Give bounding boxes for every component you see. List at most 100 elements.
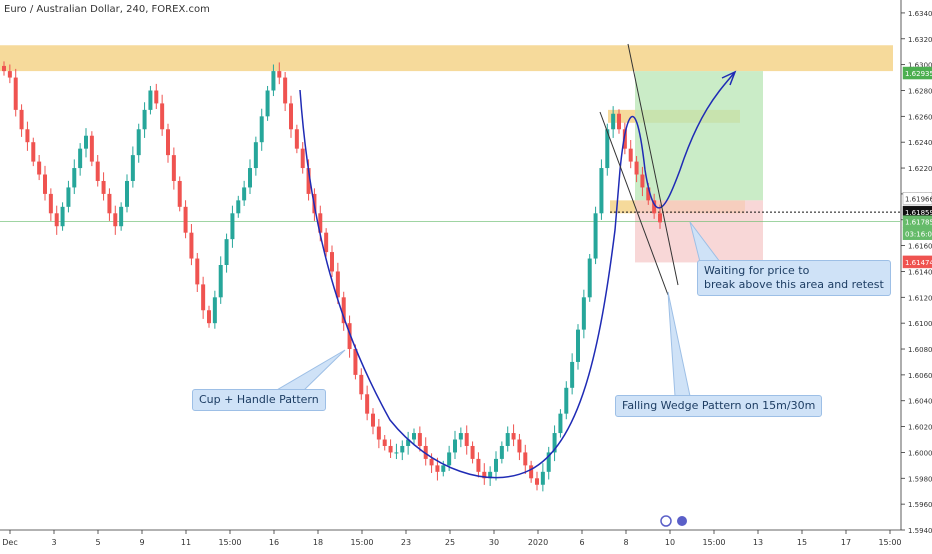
- candle-body: [652, 200, 657, 214]
- candle-body: [72, 168, 77, 188]
- candle-body: [171, 155, 176, 181]
- candle-body: [189, 232, 194, 259]
- candle-body: [248, 168, 252, 188]
- candle-body: [324, 232, 329, 253]
- time-tick-label: 10: [665, 538, 675, 547]
- price-badge-label: 1.61785: [905, 219, 932, 227]
- candle-body: [570, 361, 575, 388]
- cup-handle-label: Cup + Handle Pattern: [192, 389, 326, 411]
- waiting-label-line2: break above this area and retest: [704, 278, 884, 291]
- candle-body: [447, 452, 452, 466]
- price-tick-label: 1.63000: [908, 62, 932, 70]
- candle-body: [593, 213, 598, 259]
- candle-body: [25, 129, 30, 143]
- candle-body: [7, 71, 12, 78]
- candle-body: [84, 135, 88, 149]
- candle-body: [37, 161, 42, 175]
- candle-body: [371, 413, 375, 427]
- candle-body: [658, 213, 662, 223]
- price-badge-label: 1.61966: [905, 195, 932, 203]
- time-tick-label: 18: [313, 538, 323, 547]
- candle-body: [499, 445, 504, 459]
- candle-body: [581, 297, 586, 330]
- candle-body: [394, 452, 399, 454]
- candle-body: [148, 90, 153, 110]
- candle-body: [335, 271, 340, 298]
- candle-body: [417, 433, 422, 446]
- candle-body: [564, 387, 569, 414]
- candle-body: [458, 433, 463, 440]
- candle-body: [546, 452, 551, 472]
- time-tick-label: 8: [623, 538, 628, 547]
- candle-body: [142, 109, 147, 130]
- candle-body: [611, 113, 616, 130]
- time-tick-label: 17: [841, 538, 851, 547]
- candle-body: [212, 297, 217, 324]
- candle-body: [154, 90, 159, 104]
- candle-body: [441, 465, 446, 472]
- candle-body: [107, 193, 112, 214]
- candle-body: [388, 445, 393, 453]
- time-tick-label: 9: [139, 538, 144, 547]
- price-tick-label: 1.60200: [908, 424, 932, 432]
- price-tick-label: 1.62600: [908, 113, 932, 121]
- wedge-callout-pointer: [667, 291, 691, 397]
- candle-body: [54, 213, 59, 227]
- candle-body: [552, 433, 557, 453]
- candle-body: [160, 103, 165, 130]
- candle-body: [634, 161, 639, 175]
- time-tick-label: 16: [269, 538, 279, 547]
- time-tick-label: 15:00: [878, 538, 901, 547]
- time-tick-label: 23: [401, 538, 411, 547]
- price-tick-label: 1.61200: [908, 294, 932, 302]
- price-tick-label: 1.62400: [908, 139, 932, 147]
- candle-body: [66, 187, 71, 207]
- candle-body: [517, 439, 522, 453]
- price-tick-label: 1.60000: [908, 449, 932, 457]
- time-tick-label: 15: [797, 538, 807, 547]
- candle-body: [628, 148, 633, 162]
- candle-body: [646, 187, 651, 201]
- candle-body: [540, 471, 545, 485]
- candle-body: [195, 258, 200, 285]
- candle-body: [224, 239, 229, 265]
- price-badge-label: 03:16:01: [905, 231, 932, 239]
- price-tick-label: 1.61000: [908, 320, 932, 328]
- candle-body: [412, 433, 416, 440]
- candle-body: [382, 439, 387, 446]
- time-tick-label: 2020: [528, 538, 548, 547]
- price-badge: [902, 192, 932, 205]
- candle-body: [622, 129, 627, 149]
- candle-body: [376, 426, 381, 440]
- candle-body: [259, 116, 264, 143]
- candle-body: [95, 161, 100, 181]
- event-marker-icon-2: [677, 516, 687, 526]
- candle-body: [136, 129, 141, 156]
- candle-body: [406, 439, 411, 446]
- time-tick-label: Dec: [2, 538, 17, 547]
- candle-body: [423, 445, 428, 459]
- candle-body: [2, 65, 6, 72]
- candle-body: [341, 297, 346, 324]
- price-tick-label: 1.59400: [908, 527, 932, 535]
- price-tick-label: 1.62200: [908, 165, 932, 173]
- price-tick-label: 1.61600: [908, 243, 932, 251]
- candle-body: [558, 413, 563, 434]
- time-tick-label: 6: [579, 538, 584, 547]
- candle-body: [271, 71, 276, 91]
- candle-body: [283, 77, 288, 104]
- candle-body: [294, 129, 299, 149]
- candle-body: [318, 213, 323, 233]
- candle-body: [529, 465, 534, 479]
- price-tick-label: 1.63200: [908, 36, 932, 44]
- price-tick-label: 1.59600: [908, 501, 932, 509]
- candle-body: [201, 284, 206, 311]
- falling-wedge-label: Falling Wedge Pattern on 15m/30m: [615, 395, 823, 417]
- waiting-label: Waiting for price to break above this ar…: [697, 260, 891, 296]
- candle-body: [13, 77, 18, 110]
- price-badge-label: 1.61474: [905, 259, 932, 267]
- wedge-line-lower: [627, 43, 679, 286]
- time-tick-label: 15:00: [702, 538, 725, 547]
